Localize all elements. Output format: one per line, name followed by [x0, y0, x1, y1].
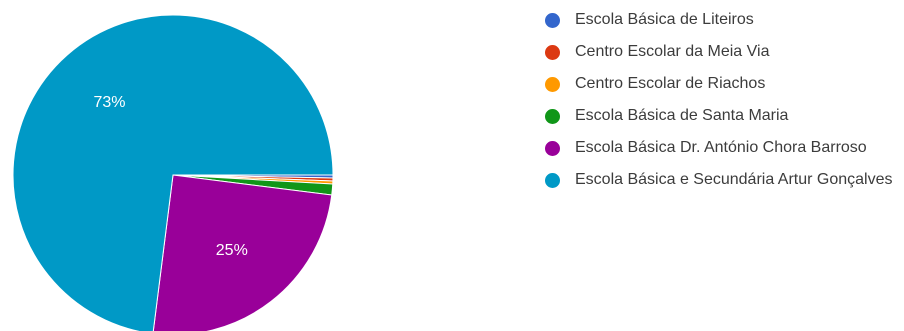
legend-swatch — [545, 77, 560, 92]
legend-label: Centro Escolar de Riachos — [575, 75, 766, 92]
legend-item-escola-basica-de-liteiros: Escola Básica de Liteiros — [545, 9, 900, 33]
legend-swatch — [545, 141, 560, 156]
legend-label: Escola Básica e Secundária Artur Gonçalv… — [575, 171, 893, 188]
legend-swatch — [545, 13, 560, 28]
legend-swatch — [545, 109, 560, 124]
legend-swatch — [545, 45, 560, 60]
legend-item-escola-basica-e-secundaria-artur-goncalves: Escola Básica e Secundária Artur Gonçalv… — [545, 169, 900, 193]
legend-label: Escola Básica de Santa Maria — [575, 107, 789, 124]
legend-item-centro-escolar-de-riachos: Centro Escolar de Riachos — [545, 73, 900, 97]
legend: Escola Básica de Liteiros Centro Escolar … — [545, 9, 900, 201]
legend-label: Centro Escolar da Meia Via — [575, 43, 770, 60]
legend-label: Escola Básica Dr. António Chora Barroso — [575, 139, 867, 156]
pie-slice-escola-basica-dr-antonio-chora-barroso — [152, 174, 333, 331]
pie-slice-escola-basica-e-secundaria-artur-goncalves — [12, 14, 334, 331]
legend-swatch — [545, 173, 560, 188]
data-label-escola-basica-dr-antonio-chora-barroso: 25% — [216, 242, 248, 259]
legend-item-escola-basica-de-santa-maria: Escola Básica de Santa Maria — [545, 105, 900, 129]
legend-item-escola-basica-dr-antonio-chora-barroso: Escola Básica Dr. António Chora Barroso — [545, 137, 900, 161]
legend-item-centro-escolar-da-meia-via: Centro Escolar da Meia Via — [545, 41, 900, 65]
data-label-escola-basica-e-secundaria-artur-goncalves: 73% — [93, 94, 125, 111]
legend-label: Escola Básica de Liteiros — [575, 11, 754, 28]
